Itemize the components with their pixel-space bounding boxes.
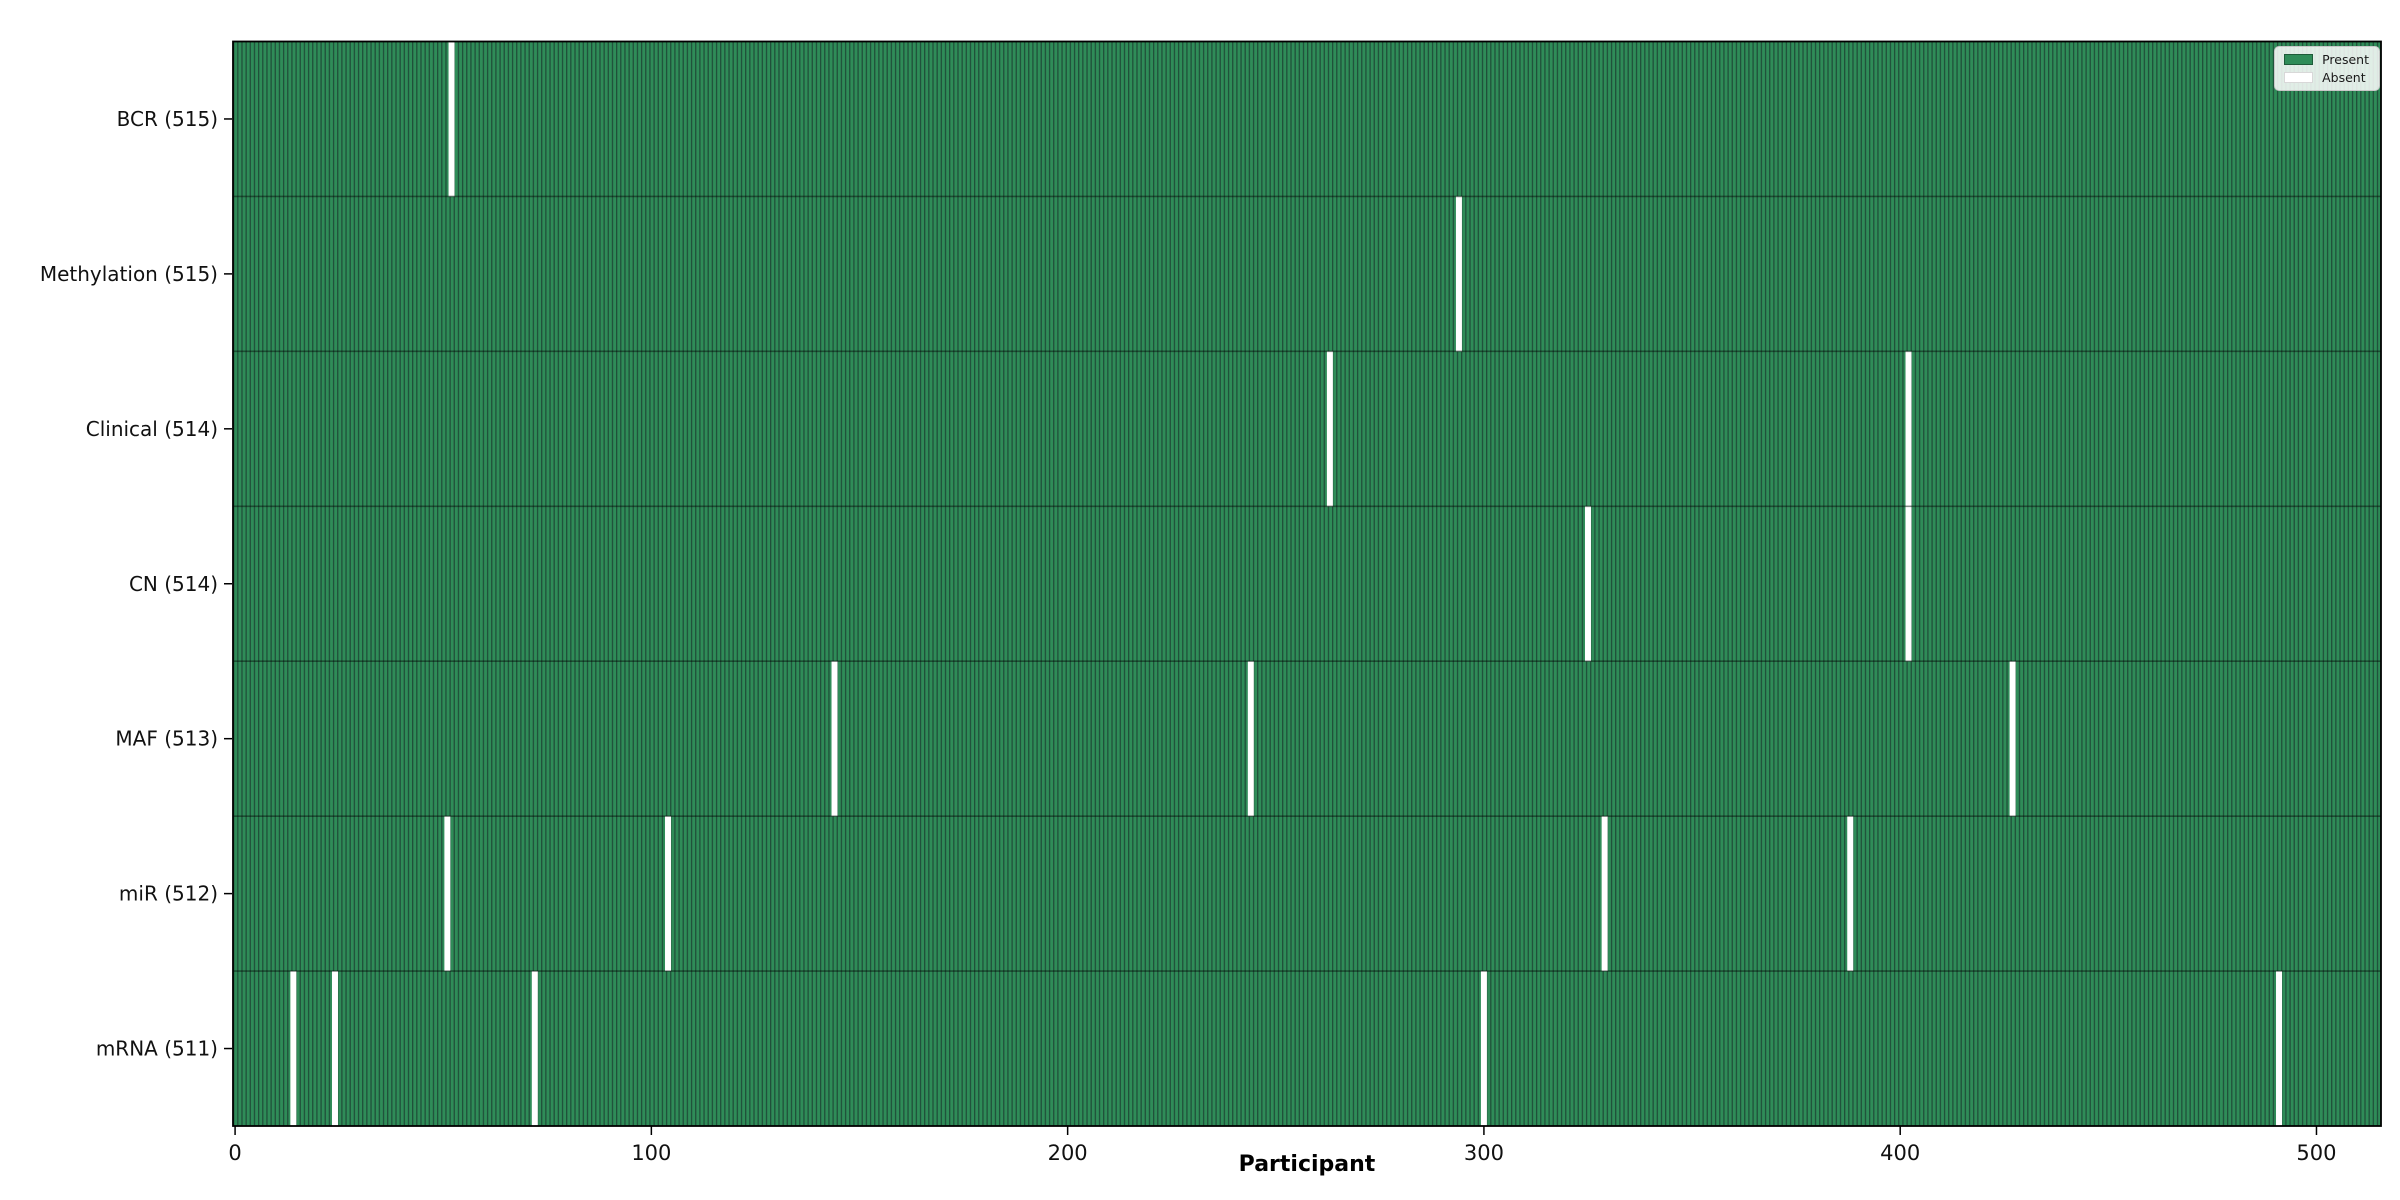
absent-gap-miR-51 (444, 816, 451, 972)
y-tick-label-MAF: MAF (513) (115, 727, 218, 751)
absent-gap-MAF-244 (1247, 661, 1254, 817)
x-tick-label-500: 500 (2296, 1141, 2336, 1165)
absent-gap-mRNA-72 (531, 971, 538, 1126)
y-tick-label-Methylation: Methylation (515) (40, 262, 218, 286)
absent-gap-mRNA-491 (2276, 971, 2283, 1126)
x-tick-label-100: 100 (631, 1141, 671, 1165)
legend-entry-absent: Absent (2284, 71, 2369, 84)
legend-label: Present (2322, 52, 2369, 67)
x-tick-label-300: 300 (1464, 1141, 1504, 1165)
y-tick-label-CN: CN (514) (129, 572, 218, 596)
present-swatch-icon (2284, 54, 2314, 65)
absent-gap-Methylation-294 (1455, 196, 1462, 352)
absent-gap-CN-402 (1905, 506, 1912, 662)
absent-gap-MAF-144 (831, 661, 838, 817)
absent-gap-Clinical-402 (1905, 351, 1912, 507)
x-axis-title: Participant (1238, 1152, 1376, 1177)
absent-gap-CN-325 (1584, 506, 1591, 662)
absent-gap-miR-104 (665, 816, 672, 972)
absent-gap-miR-329 (1601, 816, 1608, 972)
absent-gap-BCR-52 (448, 41, 455, 197)
absent-gap-mRNA-14 (290, 971, 297, 1126)
absent-gap-mRNA-300 (1480, 971, 1487, 1126)
absent-gap-Clinical-263 (1326, 351, 1333, 507)
y-tick-label-mRNA: mRNA (511) (96, 1037, 218, 1061)
present-bars-field (233, 41, 2381, 1126)
absent-gap-MAF-427 (2009, 661, 2016, 817)
axes-spines (232, 40, 2382, 1127)
y-tick-label-BCR: BCR (515) (117, 107, 218, 131)
y-tick-label-miR: miR (512) (119, 882, 218, 906)
x-tick-label-0: 0 (228, 1141, 241, 1165)
x-tick-label-200: 200 (1048, 1141, 1088, 1165)
absent-gap-mRNA-24 (331, 971, 338, 1126)
x-tick-label-400: 400 (1880, 1141, 1920, 1165)
legend: Present Absent (2274, 46, 2380, 91)
legend-label: Absent (2322, 70, 2366, 85)
y-tick-label-Clinical: Clinical (514) (86, 417, 218, 441)
absent-gap-miR-388 (1847, 816, 1854, 972)
legend-entry-present: Present (2284, 53, 2369, 66)
absent-swatch-icon (2284, 72, 2314, 83)
